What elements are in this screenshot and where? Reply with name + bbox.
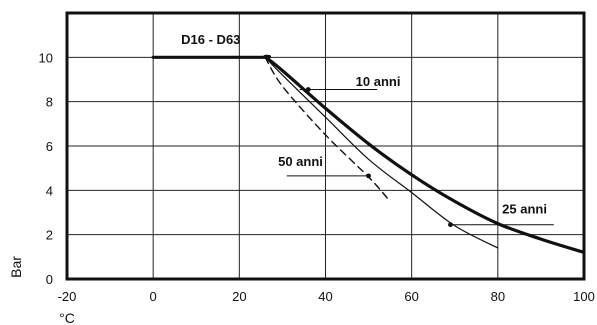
x-axis-label: °C [59, 310, 75, 325]
series-line-10-anni [264, 56, 499, 249]
annotation-25-anni: 25 anni [502, 202, 547, 217]
y-axis-label: Bar [8, 256, 24, 278]
x-tick-label: 0 [150, 289, 157, 304]
grid [67, 13, 584, 279]
x-tick-labels: -20 0 20 40 60 80 100 [58, 289, 595, 304]
x-tick-label: 40 [318, 289, 332, 304]
annotations: D16 - D63 10 anni 50 anni 25 anni [181, 32, 554, 228]
y-tick-label: 2 [46, 228, 53, 243]
annotation-d16-d63: D16 - D63 [181, 32, 240, 47]
series-line-25-anni [151, 54, 586, 254]
plot-frame [65, 11, 586, 281]
x-tick-label: 100 [573, 289, 595, 304]
data-marker [448, 222, 453, 228]
y-tick-label: 4 [46, 183, 53, 198]
series-line-50-anni [264, 56, 391, 203]
y-tick-labels: 0 2 4 6 8 10 [39, 50, 53, 287]
annotation-10-anni: 10 anni [356, 74, 401, 89]
x-tick-label: 60 [404, 289, 418, 304]
data-marker [366, 173, 371, 179]
x-tick-label: 20 [232, 289, 246, 304]
curves [151, 54, 586, 254]
data-marker [305, 87, 311, 92]
y-tick-label: 6 [46, 139, 53, 154]
x-tick-label: -20 [58, 289, 77, 304]
x-tick-label: 80 [491, 289, 505, 304]
annotation-50-anni: 50 anni [278, 154, 323, 169]
y-tick-label: 10 [39, 50, 53, 65]
y-tick-label: 0 [46, 272, 53, 287]
y-tick-label: 8 [46, 95, 53, 110]
